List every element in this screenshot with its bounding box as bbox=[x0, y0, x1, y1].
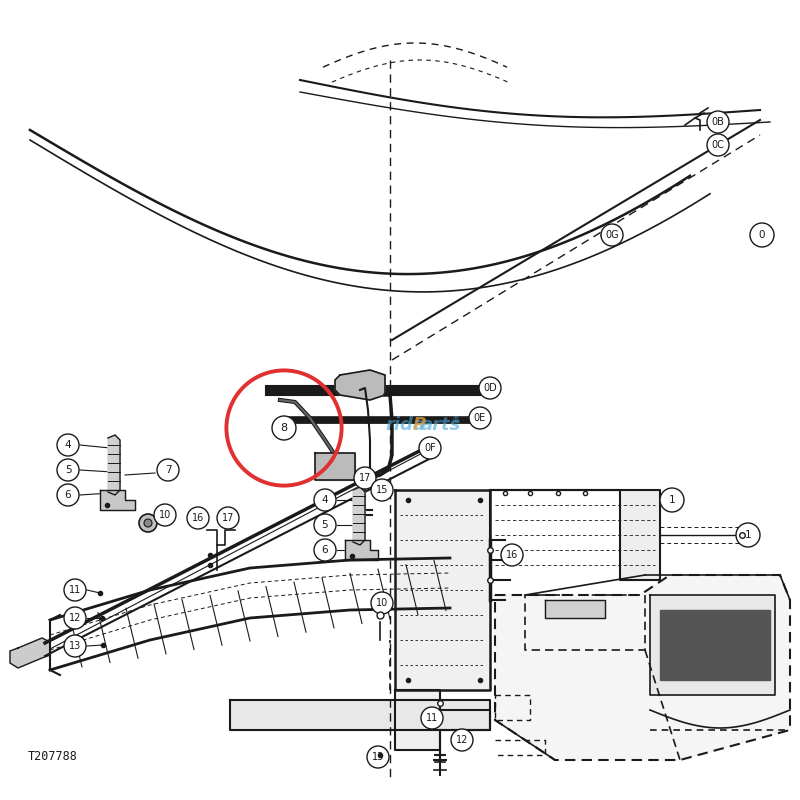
Polygon shape bbox=[650, 595, 775, 695]
Text: rida: rida bbox=[385, 416, 425, 434]
Text: 0B: 0B bbox=[711, 117, 725, 127]
Circle shape bbox=[736, 523, 760, 547]
Text: 12: 12 bbox=[69, 613, 81, 623]
Text: 10: 10 bbox=[159, 510, 171, 520]
Circle shape bbox=[419, 437, 441, 459]
Text: 0D: 0D bbox=[483, 383, 497, 393]
Polygon shape bbox=[10, 638, 50, 668]
Text: 5: 5 bbox=[65, 465, 71, 475]
Text: 17: 17 bbox=[359, 473, 371, 483]
Circle shape bbox=[139, 514, 157, 532]
Text: 5: 5 bbox=[322, 520, 328, 530]
Text: 16: 16 bbox=[506, 550, 518, 560]
Circle shape bbox=[601, 224, 623, 246]
Circle shape bbox=[154, 504, 176, 526]
Circle shape bbox=[469, 407, 491, 429]
Polygon shape bbox=[108, 435, 120, 495]
Circle shape bbox=[371, 592, 393, 614]
Circle shape bbox=[314, 489, 336, 511]
Circle shape bbox=[501, 544, 523, 566]
Text: 4: 4 bbox=[65, 440, 71, 450]
Circle shape bbox=[750, 223, 774, 247]
Text: 15: 15 bbox=[376, 485, 388, 495]
Text: 17: 17 bbox=[222, 513, 234, 523]
Text: 11: 11 bbox=[426, 713, 438, 723]
Text: P: P bbox=[413, 416, 426, 434]
Text: 12: 12 bbox=[456, 735, 468, 745]
Text: 13: 13 bbox=[372, 752, 384, 762]
Text: 8: 8 bbox=[281, 423, 287, 433]
Polygon shape bbox=[495, 575, 790, 760]
Polygon shape bbox=[100, 490, 135, 510]
Circle shape bbox=[479, 377, 501, 399]
Circle shape bbox=[314, 539, 336, 561]
Text: 1: 1 bbox=[745, 530, 751, 540]
Circle shape bbox=[57, 459, 79, 481]
Circle shape bbox=[314, 514, 336, 536]
Polygon shape bbox=[335, 370, 385, 400]
Circle shape bbox=[367, 746, 389, 768]
Text: T207788: T207788 bbox=[28, 750, 78, 763]
Polygon shape bbox=[345, 540, 378, 560]
Polygon shape bbox=[395, 490, 490, 690]
Circle shape bbox=[371, 479, 393, 501]
Circle shape bbox=[187, 507, 209, 529]
Circle shape bbox=[707, 111, 729, 133]
Text: 13: 13 bbox=[69, 641, 81, 651]
Polygon shape bbox=[545, 600, 605, 618]
Text: 0F: 0F bbox=[424, 443, 436, 453]
Polygon shape bbox=[230, 700, 490, 730]
Polygon shape bbox=[315, 453, 355, 480]
Text: 1: 1 bbox=[669, 495, 675, 505]
Text: 16: 16 bbox=[192, 513, 204, 523]
Circle shape bbox=[421, 707, 443, 729]
Polygon shape bbox=[395, 690, 490, 750]
Text: 0E: 0E bbox=[474, 413, 486, 423]
Text: 7: 7 bbox=[165, 465, 171, 475]
Circle shape bbox=[57, 484, 79, 506]
Circle shape bbox=[157, 459, 179, 481]
Circle shape bbox=[64, 607, 86, 629]
Circle shape bbox=[57, 434, 79, 456]
Circle shape bbox=[354, 467, 376, 489]
Circle shape bbox=[144, 519, 152, 527]
Polygon shape bbox=[660, 610, 770, 680]
Text: arts: arts bbox=[421, 416, 462, 434]
Circle shape bbox=[451, 729, 473, 751]
Text: 10: 10 bbox=[376, 598, 388, 608]
Text: 0: 0 bbox=[758, 230, 766, 240]
Circle shape bbox=[272, 416, 296, 440]
Text: 6: 6 bbox=[322, 545, 328, 555]
Circle shape bbox=[64, 635, 86, 657]
Text: 6: 6 bbox=[65, 490, 71, 500]
Text: 11: 11 bbox=[69, 585, 81, 595]
Text: ®: ® bbox=[452, 416, 460, 425]
Circle shape bbox=[64, 579, 86, 601]
Polygon shape bbox=[353, 487, 365, 545]
Circle shape bbox=[217, 507, 239, 529]
Text: 4: 4 bbox=[322, 495, 328, 505]
Text: 0G: 0G bbox=[605, 230, 619, 240]
Circle shape bbox=[660, 488, 684, 512]
Text: 0C: 0C bbox=[711, 140, 725, 150]
Circle shape bbox=[707, 134, 729, 156]
Polygon shape bbox=[490, 490, 660, 580]
